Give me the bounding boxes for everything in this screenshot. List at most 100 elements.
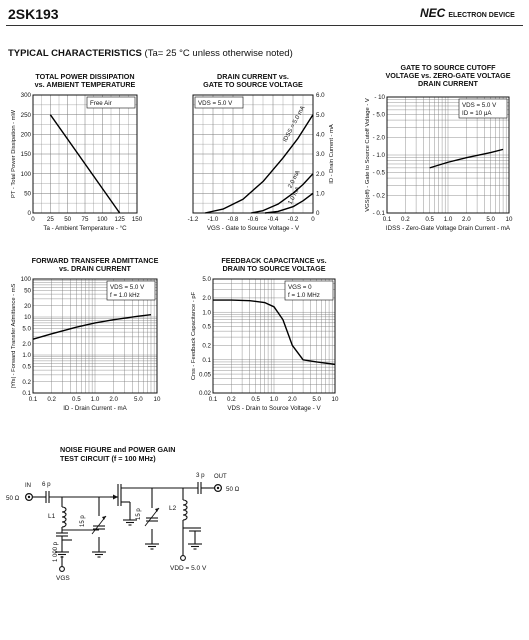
y-tick-label: 250 — [21, 112, 32, 119]
part-number: 2SK193 — [8, 6, 59, 22]
vdd-terminal-icon — [180, 555, 186, 561]
x-axis-label: IDSS - Zero-Gate Voltage Drain Current -… — [386, 225, 511, 232]
y-tick-label: 5.0 — [22, 326, 31, 333]
y-tick-label: 300 — [21, 92, 32, 99]
y-tick-label: 20 — [24, 303, 31, 310]
annotation-text: VDS = 5.0 V — [110, 284, 145, 291]
x-tick-label: -0.6 — [248, 216, 259, 223]
y-tick-label: 0.1 — [22, 390, 31, 397]
y-tick-label: 0 — [28, 210, 32, 217]
y-tick-label: 6.0 — [316, 92, 325, 99]
x-tick-label: 25 — [47, 216, 54, 223]
series-line — [204, 114, 314, 214]
y-tick-label: 100 — [21, 276, 32, 283]
bypass-cap-label: 1 000 p — [53, 541, 59, 562]
y-axis-label: Crss - Feedback Capacitance - pF — [191, 291, 197, 380]
x-tick-label: 0 — [31, 216, 35, 223]
x-tick-label: 0.5 — [72, 396, 81, 403]
varcap-arrow — [155, 508, 159, 512]
out-label: OUT — [214, 474, 227, 480]
y-axis-label: VGS(off) - Gate to Source Cutoff Voltage… — [365, 98, 371, 212]
annotation-text: ID = 10 μA — [462, 110, 492, 117]
x-tick-label: 75 — [82, 216, 89, 223]
chart-title-line: DRAIN TO SOURCE VOLTAGE — [222, 264, 325, 273]
varcap-arrow — [102, 516, 106, 520]
x-tick-label: 0.2 — [227, 396, 236, 403]
y-tick-label: 200 — [21, 132, 32, 139]
y-tick-label: 5.0 — [316, 112, 325, 119]
circuit-title: TEST CIRCUIT (f = 100 MHz) — [60, 454, 156, 463]
annotation-text: f = 1.0 kHz — [110, 292, 140, 299]
y-tick-label: 0.05 — [199, 371, 212, 378]
y-tick-label: 0.5 — [202, 324, 211, 331]
chart-title-line: GATE TO SOURCE VOLTAGE — [203, 80, 303, 89]
in-impedance: 50 Ω — [6, 495, 20, 502]
annotation-text: VDS = 5.0 V — [462, 102, 497, 109]
x-tick-label: 1.0 — [91, 396, 100, 403]
x-tick-label: 0.2 — [401, 216, 410, 223]
y-tick-label: 1.0 — [316, 191, 325, 198]
tune-cap-1-label: 15 p — [80, 515, 86, 527]
series-line — [49, 114, 121, 214]
annotation-text: VDS = 5.0 V — [198, 100, 233, 107]
y-tick-label: 150 — [21, 151, 32, 158]
vgs-terminal-icon — [59, 566, 65, 572]
x-tick-label: 50 — [64, 216, 71, 223]
y-tick-label: 1.0 — [202, 309, 211, 316]
output-jack-icon — [214, 484, 223, 493]
x-tick-label: 125 — [115, 216, 126, 223]
y-tick-label: 50 — [24, 191, 31, 198]
fet-gate-arrow-icon — [113, 494, 118, 500]
y-tick-label: 0.1 — [202, 357, 211, 364]
annotation-box — [458, 98, 508, 119]
section-condition: (Ta= 25 °C unless otherwise noted) — [144, 48, 293, 59]
chart-title-line: FORWARD TRANSFER ADMITTANCE — [32, 256, 159, 265]
y-tick-label: 10 — [24, 314, 31, 321]
y-tick-label: 5.0 — [202, 276, 211, 283]
section-title-text: TYPICAL CHARACTERISTICS — [8, 48, 142, 59]
chart-title-line: GATE TO SOURCE CUTOFF — [400, 63, 496, 72]
plot-frame — [32, 278, 158, 394]
y-tick-label: 0 — [316, 210, 320, 217]
inductor-l1-icon — [61, 506, 67, 528]
x-tick-label: 0.5 — [425, 216, 434, 223]
plot-frame — [32, 94, 138, 214]
x-tick-label: 5.0 — [486, 216, 495, 223]
x-tick-label: 2.0 — [462, 216, 471, 223]
x-tick-label: -1.2 — [188, 216, 199, 223]
l2-label: L2 — [169, 505, 177, 512]
brand-name: NEC — [420, 6, 446, 20]
header-rule — [6, 25, 523, 26]
x-tick-label: 0.1 — [209, 396, 218, 403]
y-tick-label: 0.2 — [22, 379, 31, 386]
y-tick-label: 1.0 — [22, 352, 31, 359]
x-axis-label: VDS - Drain to Source Voltage - V — [227, 405, 321, 412]
y-tick-label: - 1.0 — [373, 152, 386, 159]
series-line — [32, 313, 152, 340]
x-tick-label: 5.0 — [312, 396, 321, 403]
chart-title-line: FEEDBACK CAPACITANCE vs. — [221, 256, 326, 265]
y-tick-label: - 0.1 — [373, 210, 386, 217]
x-axis-label: VGS - Gate to Source Voltage - V — [207, 225, 300, 232]
x-tick-label: 10 — [506, 216, 513, 223]
x-tick-label: -0.4 — [268, 216, 279, 223]
input-jack-center — [27, 495, 31, 499]
annotation-text: Free Air — [90, 100, 112, 107]
x-axis-label: ID - Drain Current - mA — [63, 405, 127, 412]
y-tick-label: 50 — [24, 288, 31, 295]
chart-title-line: vs. DRAIN CURRENT — [59, 264, 131, 273]
y-tick-label: - 0.2 — [373, 193, 386, 200]
in-label: IN — [25, 483, 31, 489]
plot-frame — [212, 278, 336, 394]
x-tick-label: 100 — [97, 216, 108, 223]
x-tick-label: -0.8 — [228, 216, 239, 223]
x-tick-label: 10 — [154, 396, 161, 403]
l1-label: L1 — [48, 513, 56, 520]
x-tick-label: 0 — [311, 216, 315, 223]
y-tick-label: 0.5 — [22, 364, 31, 371]
section-title: TYPICAL CHARACTERISTICS (Ta= 25 °C unles… — [8, 48, 293, 59]
x-tick-label: 1.0 — [270, 396, 279, 403]
x-tick-label: 150 — [132, 216, 143, 223]
output-jack-center — [216, 486, 220, 490]
y-axis-label: ID - Drain Current - mA — [329, 124, 335, 184]
